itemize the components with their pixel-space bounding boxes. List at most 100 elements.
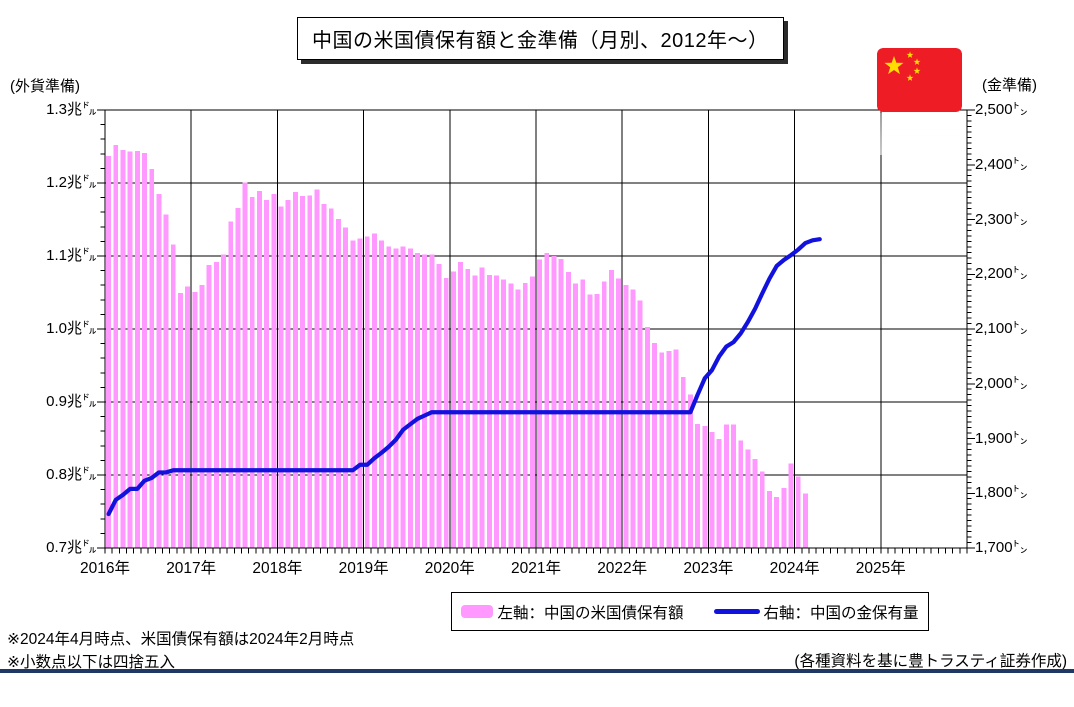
treasury-bar [429,254,435,549]
treasury-bar [177,293,183,548]
treasury-bar [321,204,327,549]
treasury-bar [630,289,636,548]
left-axis-tick-label: 1.2兆㌦ [46,174,97,191]
treasury-bar [695,423,701,548]
line-series-swatch [713,609,760,614]
treasury-bar [328,208,334,549]
treasury-bar [314,189,320,548]
treasury-bar [185,286,191,548]
treasury-bar [450,271,456,548]
treasury-bar [300,196,305,548]
attribution: (各種資料を基に豊トラスティ証券作成) [794,653,1067,670]
treasury-bar [142,153,147,548]
flag-star [906,51,914,58]
treasury-bar [364,236,370,548]
x-axis-tick-label: 2024年 [769,560,820,577]
treasury-bar [192,291,198,548]
right-axis-tick-label: 2,500㌧ [975,101,1028,118]
treasury-bar [386,246,392,548]
x-axis-tick-label: 2020年 [424,560,475,577]
treasury-bar [343,227,349,548]
treasury-bar [336,218,341,548]
treasury-bar [292,191,298,548]
treasury-bar [264,199,270,548]
treasury-bar [688,394,693,548]
treasury-bar [407,248,413,548]
treasury-bar [113,145,119,548]
right-axis-tick-label: 2,200㌧ [975,265,1028,283]
treasury-bar [666,350,672,548]
treasury-bar [249,196,255,548]
right-axis-tick-label: 2,000㌧ [975,374,1028,392]
x-axis-tick-label: 2016年 [80,560,130,577]
right-axis-tick-label: 1,800㌧ [975,484,1028,502]
treasury-bar [285,199,291,548]
treasury-bar [400,246,406,548]
x-axis-tick-label: 2025年 [855,560,906,577]
right-axis-tick-label: 1,700㌧ [975,539,1028,556]
treasury-bar [802,493,808,548]
page-title: 中国の米国債保有額と金準備（月別、2012年～） [297,17,784,60]
treasury-bar [508,283,514,548]
treasury-bar [134,150,140,548]
treasury-bar [170,244,176,548]
bottom-rule [0,669,1074,673]
treasury-bar [788,463,794,548]
treasury-bar [307,195,313,548]
flag-star [913,67,921,74]
treasury-bar [206,264,212,548]
treasury-bar [156,193,162,548]
treasury-bar [745,449,751,548]
treasury-bar [199,285,205,548]
treasury-bar [379,240,385,549]
x-axis-tick-label: 2017年 [166,560,217,577]
bar-series-label: 左軸：中国の米国債保有額 [497,604,684,622]
treasury-bar [127,151,133,549]
treasury-bar [738,440,744,548]
treasury-bar [163,214,169,548]
treasury-bar [221,254,226,549]
line-series-label: 右軸：中国の金保有量 [763,604,919,622]
x-axis-tick-label: 2019年 [338,560,389,577]
right-axis-tick-label: 2,100㌧ [975,320,1028,337]
treasury-bar [709,431,715,548]
treasury-bar [228,221,234,548]
legend-item-bars: 左軸：中国の米国債保有額 [461,601,684,623]
treasury-bar [537,259,543,548]
chart-plot [93,102,979,573]
treasury-bar [759,471,765,548]
treasury-bar [371,233,377,548]
china-flag-icon [877,48,962,112]
treasury-bar [652,342,657,548]
left-axis-tick-label: 0.9兆㌦ [46,393,97,410]
x-axis-tick-label: 2022年 [597,560,648,577]
right-axis-tick-label: 1,900㌧ [975,429,1028,447]
treasury-bar [767,491,772,548]
footnote-rounding: ※小数点以下は四捨五入 [7,654,175,671]
treasury-bar [565,272,571,548]
treasury-bar [723,424,729,548]
treasury-bar [213,261,219,548]
china-flag-reflection [877,113,962,155]
footnote-asof-date: ※2024年4月時点、米国債保有額は2024年2月時点 [7,631,355,648]
treasury-bar [149,169,155,548]
treasury-bar [106,155,112,549]
treasury-bar [781,488,787,548]
treasury-bar [644,326,650,548]
treasury-bar [623,285,629,548]
treasury-bar [637,300,643,548]
flag-star [884,56,904,75]
treasury-bar [587,294,593,548]
left-axis-tick-label: 1.0兆㌦ [46,320,97,337]
flag-star [906,74,914,81]
treasury-bar [594,293,600,548]
treasury-bar [120,150,126,548]
gold-line [106,237,822,517]
bar-series-swatch [461,605,494,618]
treasury-bar [393,248,399,548]
x-axis-tick-label: 2023年 [683,560,734,577]
treasury-bar [544,253,550,548]
treasury-bar [752,458,758,548]
x-axis-tick-label: 2018年 [252,560,303,577]
